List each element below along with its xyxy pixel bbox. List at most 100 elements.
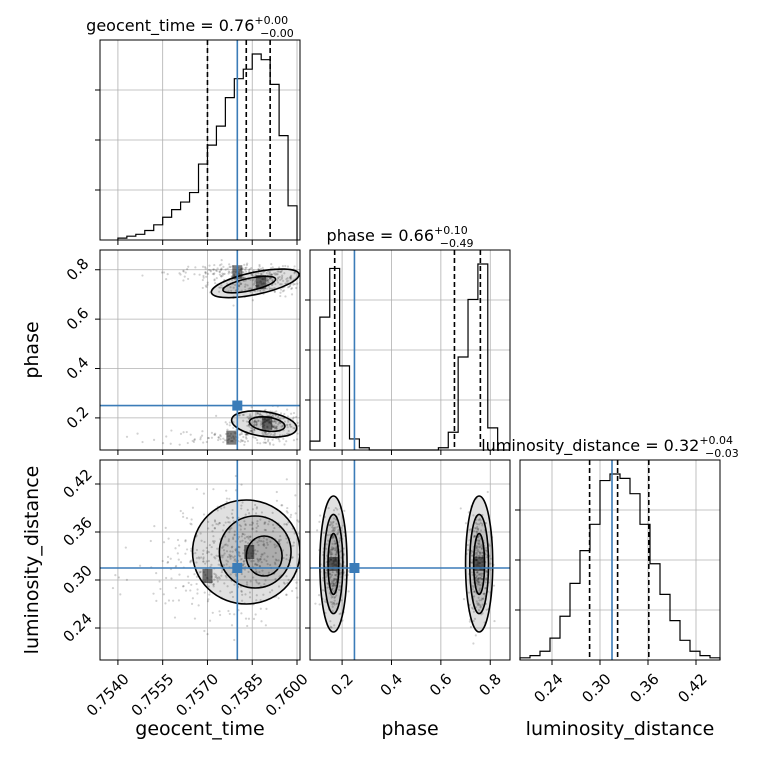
sample-point [251,521,254,524]
sample-point [165,435,168,438]
sample-point [489,562,492,565]
sample-point [223,272,226,275]
sample-point [238,535,241,539]
sample-point [257,543,260,547]
sample-point [273,526,276,530]
sample-point [328,592,331,595]
sample-point [270,433,273,436]
sample-point [466,543,469,547]
sample-point [275,427,278,430]
sample-point [211,540,215,543]
sample-point [245,437,248,440]
sample-point [334,584,337,587]
sample-point [195,556,198,560]
sample-point [208,593,211,596]
sample-point [326,539,330,542]
sample-point [343,571,346,574]
sample-point [213,572,216,575]
sample-point [478,543,481,546]
sample-point [331,536,334,540]
sample-point [287,420,290,423]
sample-point [271,278,274,282]
sample-point [227,270,230,273]
sample-point [246,508,249,511]
sample-point [338,584,342,588]
sample-point [292,411,296,415]
sample-point [265,607,268,610]
sample-point [239,282,243,285]
sample-point [216,580,219,583]
sample-point [256,412,259,415]
sample-point [190,523,193,526]
sample-point [184,589,188,592]
sample-point [165,277,168,281]
sample-point [203,591,206,594]
sample-point [271,283,274,286]
sample-point [225,489,228,492]
sample-point [264,521,267,524]
sample-point [281,274,284,277]
sample-point [254,562,257,565]
sample-point [246,262,249,265]
sample-point [170,429,173,432]
sample-point [329,601,332,604]
sample-point [269,563,272,567]
sample-point [230,546,233,549]
sample-point [285,537,288,540]
sample-point [216,267,219,270]
sample-point [213,519,217,522]
sample-point [301,270,303,272]
sample-point [256,411,259,414]
sample-point [331,529,334,533]
y-tick-label: 0.2 [63,403,93,433]
sample-point [258,564,261,568]
sample-point [234,540,237,543]
sample-point [281,504,284,507]
x-tick-label: 0.7540 [83,670,133,720]
sample-point [272,425,275,429]
sample-point [258,539,261,542]
x-tick-label: 0.2 [327,670,357,700]
sample-point [138,564,142,567]
sample-point [320,284,322,286]
sample-point [222,273,225,276]
sample-point [233,533,236,537]
sample-point [474,551,477,555]
sample-point [230,590,234,593]
sample-point [477,554,480,558]
sample-point [330,553,333,556]
sample-point [268,441,271,445]
sample-point [267,438,270,441]
sample-point [220,267,223,270]
sample-point [205,275,208,278]
sample-point [198,571,201,574]
x-tick-label: 0.24 [530,670,566,706]
sample-point [218,273,222,276]
sample-point [222,554,225,557]
sample-point [275,544,278,547]
sample-point [242,560,246,563]
sample-point [469,528,472,531]
sample-point [248,512,251,515]
sample-point [305,552,307,554]
sample-point [255,599,258,602]
sample-point [178,272,181,275]
truth-marker [232,400,243,411]
sample-point [259,288,262,291]
sample-point [279,278,282,281]
sample-point [256,520,259,523]
sample-point [265,559,268,563]
sample-point [212,541,216,544]
sample-point [337,529,340,532]
sample-point [252,559,255,563]
sample-point [201,552,205,556]
sample-point [335,549,338,552]
sample-point [485,578,488,581]
sample-point [245,535,248,539]
sample-point [268,434,271,437]
sample-point [253,421,256,424]
joint-2-grid [310,460,510,660]
sample-point [228,424,231,427]
sample-point [480,547,484,550]
sample-point [331,524,334,527]
